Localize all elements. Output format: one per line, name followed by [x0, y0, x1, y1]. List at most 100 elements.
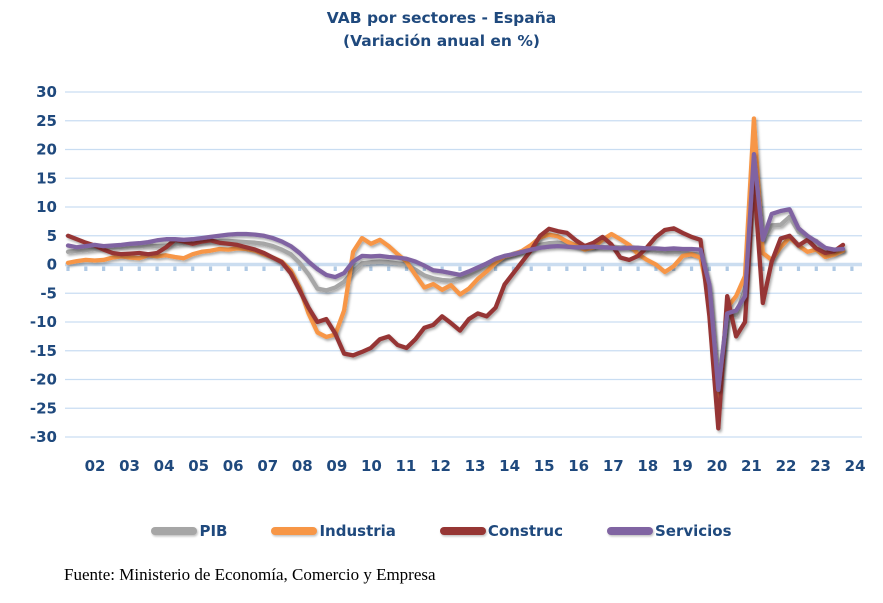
- zero-axis-tick: [707, 266, 711, 271]
- zero-axis-tick: [689, 266, 694, 271]
- x-axis-tick-label: 18: [637, 457, 658, 475]
- series-line-industria: [65, 116, 846, 408]
- y-axis-tick-label: 0: [47, 256, 57, 274]
- zero-axis-tick: [226, 266, 230, 271]
- x-axis-tick-label: 10: [361, 457, 382, 475]
- chart-title: VAB por sectores - España (Variación anu…: [0, 7, 883, 53]
- series-lines: [65, 116, 846, 431]
- zero-axis-tick: [618, 266, 622, 271]
- legend-swatch-servicios: [606, 527, 653, 535]
- zero-axis-tick: [814, 266, 818, 271]
- x-axis-tick-label: 22: [776, 457, 797, 475]
- zero-axis-tick: [333, 266, 337, 271]
- y-axis-labels: 30 25 20 15 10 5 0 -5 -10 -15 -20 -25 -30: [30, 83, 57, 446]
- x-axis-tick-label: 04: [154, 457, 175, 475]
- zero-axis-tick: [119, 266, 124, 271]
- zero-axis-tick: [422, 266, 426, 271]
- y-axis-tick-label: 15: [36, 169, 57, 187]
- zero-axis-tick: [511, 266, 516, 271]
- y-axis-tick-label: 30: [36, 83, 57, 101]
- zero-axis-tick: [440, 266, 444, 271]
- legend-label-servicios: Servicios: [654, 522, 732, 540]
- zero-axis-tick: [600, 266, 605, 271]
- x-axis-tick-label: 20: [706, 457, 727, 475]
- legend-label-industria: Industria: [319, 522, 396, 540]
- zero-axis-tick: [155, 266, 159, 271]
- x-axis-tick-label: 08: [292, 457, 313, 475]
- x-axis-tick-label: 07: [257, 457, 278, 475]
- x-axis-tick-label: 03: [119, 457, 140, 475]
- x-axis-tick-label: 13: [465, 457, 486, 475]
- chart-title-line1: VAB por sectores - España: [326, 9, 557, 27]
- y-axis-tick-label: -10: [30, 313, 57, 331]
- x-axis-tick-label: 17: [603, 457, 624, 475]
- legend-label-construc: Construc: [487, 522, 563, 540]
- x-axis-tick-label: 16: [568, 457, 589, 475]
- zero-axis-tick: [298, 266, 302, 271]
- x-axis-tick-label: 06: [223, 457, 244, 475]
- x-axis-tick-label: 12: [430, 457, 451, 475]
- y-axis-tick-label: -20: [30, 371, 57, 389]
- chart-title-line2: (Variación anual en %): [343, 32, 540, 50]
- zero-axis-tick: [458, 266, 462, 271]
- x-axis-tick-label: 24: [845, 457, 866, 475]
- y-axis-tick-label: -5: [40, 284, 57, 302]
- zero-axis-tick: [583, 266, 587, 271]
- x-axis-tick-label: 09: [326, 457, 347, 475]
- zero-axis-tick: [636, 266, 640, 271]
- y-axis-tick-label: -15: [30, 342, 57, 360]
- series-line-servicios: [65, 151, 846, 393]
- legend-swatch-construc: [439, 527, 486, 535]
- zero-axis-tick: [654, 266, 658, 271]
- zero-axis-tick: [672, 266, 676, 271]
- series-line-construc: [65, 176, 846, 431]
- y-axis-tick-label: -30: [30, 428, 57, 446]
- zero-axis-tick: [137, 266, 141, 271]
- zero-axis-tick: [850, 266, 854, 271]
- y-axis-tick-label: 20: [36, 141, 57, 159]
- zero-axis-tick: [173, 266, 177, 271]
- legend-item-pib: PIB: [151, 522, 227, 540]
- source-note: Fuente: Ministerio de Economía, Comercio…: [64, 565, 436, 584]
- legend-item-servicios: Servicios: [606, 522, 732, 540]
- x-axis-tick-label: 15: [534, 457, 555, 475]
- legend-swatch-pib: [151, 527, 198, 535]
- zero-axis-tick: [369, 266, 373, 271]
- x-axis-tick-label: 02: [85, 457, 106, 475]
- zero-axis-tick: [262, 266, 266, 271]
- zero-axis-tick: [565, 266, 569, 271]
- chart-legend: PIB Industria Construc Servicios: [0, 522, 883, 540]
- zero-axis-tick: [761, 266, 765, 271]
- zero-axis-tick: [725, 266, 729, 271]
- y-axis-tick-label: 25: [36, 112, 57, 130]
- zero-axis-tick: [832, 266, 836, 271]
- x-axis-tick-label: 19: [672, 457, 693, 475]
- x-axis-tick-label: 23: [810, 457, 831, 475]
- zero-axis-tick: [387, 266, 391, 271]
- x-axis-tick-label: 05: [188, 457, 209, 475]
- legend-item-industria: Industria: [271, 522, 396, 540]
- zero-axis-tick: [280, 266, 284, 271]
- zero-axis-tick: [779, 266, 783, 271]
- x-axis-tick-label: 14: [499, 457, 520, 475]
- y-axis-tick-label: -25: [30, 399, 57, 417]
- zero-axis-tick: [796, 266, 801, 271]
- legend-label-pib: PIB: [199, 522, 228, 540]
- zero-axis-tick: [191, 266, 195, 271]
- y-axis-tick-label: 5: [47, 227, 57, 245]
- zero-axis-tick: [547, 266, 551, 271]
- zero-axis-tick: [493, 266, 498, 271]
- x-axis-tick-label: 21: [741, 457, 762, 475]
- zero-axis-tick: [208, 266, 213, 271]
- y-axis-tick-label: 10: [36, 198, 57, 216]
- zero-axis-tick: [244, 266, 248, 271]
- zero-axis-tick: [404, 266, 409, 271]
- x-axis-labels: 02 03 04 05 06 07 08 09 10 11 12 13 14 15 16 17 18 19 20 21…: [85, 457, 866, 475]
- zero-axis-tick: [102, 266, 106, 271]
- zero-axis-tick: [84, 266, 88, 271]
- zero-axis-tick: [66, 266, 70, 271]
- legend-swatch-industria: [271, 527, 318, 535]
- zero-axis-line: [65, 262, 862, 271]
